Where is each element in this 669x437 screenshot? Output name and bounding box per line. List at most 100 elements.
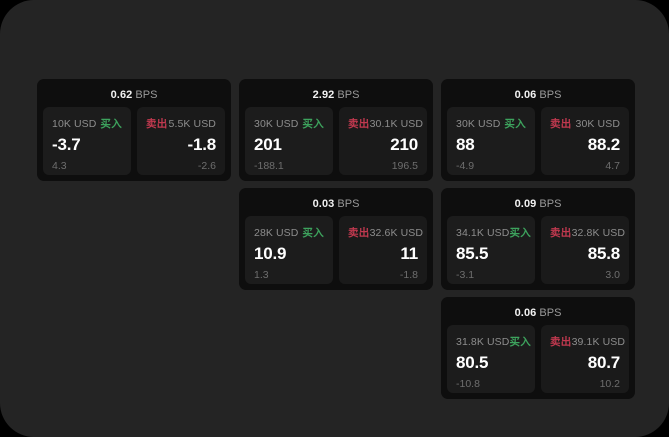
bps-value: 0.06 (514, 307, 537, 319)
buy-price-value: 10.9 (254, 244, 287, 263)
sell-price-value: 88.2 (587, 135, 620, 154)
buy-panel[interactable]: 30K USD 买入 88 -4.9 (447, 107, 535, 175)
sell-size-label: 32.8K USD (571, 227, 626, 239)
sell-side-tag: 卖出 (146, 118, 168, 130)
bps-header: 0.62 BPS (43, 86, 225, 101)
buy-delta-value: 4.3 (52, 160, 67, 172)
panel-pair: 10K USD 买入 -3.7 4.3 卖出 5.5K USD -1.8 -2.6 (43, 107, 225, 175)
buy-side-tag: 买入 (100, 118, 122, 130)
sell-price-value: 85.8 (587, 244, 620, 263)
bps-value: 0.03 (312, 198, 335, 210)
buy-side-tag: 买入 (302, 118, 324, 130)
sell-size-label: 39.1K USD (571, 336, 626, 348)
buy-panel[interactable]: 10K USD 买入 -3.7 4.3 (43, 107, 131, 175)
sell-panel[interactable]: 卖出 5.5K USD -1.8 -2.6 (137, 107, 225, 175)
buy-delta-value: 1.3 (254, 269, 269, 281)
panel-header: 卖出 32.6K USD (348, 225, 423, 239)
spread-card[interactable]: 2.92 BPS 30K USD 买入 201 -188.1 卖出 30.1K USD 210 1… (239, 79, 433, 181)
sell-price-value: -1.8 (187, 135, 217, 154)
buy-price-value: 201 (254, 135, 282, 154)
panel-header: 30K USD 买入 (456, 116, 526, 130)
sell-delta-value: -2.6 (197, 160, 216, 172)
sell-side-tag: 卖出 (348, 227, 370, 239)
bps-unit-label: BPS (337, 198, 360, 210)
bps-header: 2.92 BPS (245, 86, 427, 101)
buy-size-label: 34.1K USD (456, 227, 510, 239)
card-column: 0.62 BPS 10K USD 买入 -3.7 4.3 卖出 5.5K USD -1.8 -2.… (37, 79, 231, 181)
bps-header: 0.03 BPS (245, 195, 427, 210)
sell-delta-value: 3.0 (605, 269, 620, 281)
panel-header: 28K USD 买入 (254, 225, 324, 239)
sell-size-label: 32.6K USD (369, 227, 424, 239)
sell-side-tag: 卖出 (550, 336, 572, 348)
panel-pair: 28K USD 买入 10.9 1.3 卖出 32.6K USD 11 -1.8 (245, 216, 427, 284)
buy-delta-value: -188.1 (254, 160, 284, 172)
sell-panel[interactable]: 卖出 30K USD 88.2 4.7 (541, 107, 629, 175)
panel-header: 卖出 30.1K USD (348, 116, 423, 130)
buy-side-tag: 买入 (509, 336, 532, 348)
buy-price-value: 88 (456, 135, 475, 154)
sell-size-label: 30K USD (575, 118, 620, 130)
panel-header: 卖出 32.8K USD (550, 225, 625, 239)
spread-card-grid: 0.62 BPS 10K USD 买入 -3.7 4.3 卖出 5.5K USD -1.8 -2.… (37, 79, 635, 399)
panel-pair: 30K USD 买入 201 -188.1 卖出 30.1K USD 210 196.5 (245, 107, 427, 175)
buy-panel[interactable]: 31.8K USD 买入 80.5 -10.8 (447, 325, 535, 393)
sell-delta-value: 196.5 (391, 160, 418, 172)
sell-panel[interactable]: 卖出 39.1K USD 80.7 10.2 (541, 325, 629, 393)
spread-card[interactable]: 0.03 BPS 28K USD 买入 10.9 1.3 卖出 32.6K USD 11 -1.8 (239, 188, 433, 290)
buy-price-value: 80.5 (456, 353, 489, 372)
panel-pair: 30K USD 买入 88 -4.9 卖出 30K USD 88.2 4.7 (447, 107, 629, 175)
panel-header: 卖出 39.1K USD (550, 334, 625, 348)
spread-card[interactable]: 0.06 BPS 30K USD 买入 88 -4.9 卖出 30K USD 88.2 4.7 (441, 79, 635, 181)
buy-side-tag: 买入 (504, 118, 526, 130)
bps-unit-label: BPS (539, 198, 562, 210)
bps-unit-label: BPS (539, 307, 562, 319)
card-column: 0.06 BPS 30K USD 买入 88 -4.9 卖出 30K USD 88.2 4.7 0.… (441, 79, 635, 399)
bps-value: 2.92 (312, 89, 335, 101)
spread-card[interactable]: 0.09 BPS 34.1K USD 买入 85.5 -3.1 卖出 32.8K USD 85.… (441, 188, 635, 290)
buy-size-label: 30K USD (456, 118, 501, 130)
sell-panel[interactable]: 卖出 32.6K USD 11 -1.8 (339, 216, 427, 284)
bps-header: 0.06 BPS (447, 86, 629, 101)
panel-header: 卖出 5.5K USD (146, 116, 216, 130)
bps-value: 0.62 (110, 89, 133, 101)
panel-header: 卖出 30K USD (550, 116, 620, 130)
buy-price-value: 85.5 (456, 244, 489, 263)
buy-size-label: 31.8K USD (456, 336, 510, 348)
sell-price-value: 210 (390, 135, 418, 154)
bps-value: 0.06 (514, 89, 537, 101)
bps-value: 0.09 (514, 198, 537, 210)
bps-header: 0.09 BPS (447, 195, 629, 210)
buy-size-label: 28K USD (254, 227, 299, 239)
buy-size-label: 10K USD (52, 118, 97, 130)
bps-unit-label: BPS (539, 89, 562, 101)
panel-header: 31.8K USD 买入 (456, 334, 531, 348)
sell-side-tag: 卖出 (348, 118, 370, 130)
sell-delta-value: 10.2 (599, 378, 620, 390)
buy-delta-value: -3.1 (456, 269, 475, 281)
bps-header: 0.06 BPS (447, 304, 629, 319)
panel-pair: 31.8K USD 买入 80.5 -10.8 卖出 39.1K USD 80.7 10.2 (447, 325, 629, 393)
sell-delta-value: 4.7 (605, 160, 620, 172)
panel-header: 34.1K USD 买入 (456, 225, 531, 239)
buy-panel[interactable]: 34.1K USD 买入 85.5 -3.1 (447, 216, 535, 284)
buy-panel[interactable]: 28K USD 买入 10.9 1.3 (245, 216, 333, 284)
panel-pair: 34.1K USD 买入 85.5 -3.1 卖出 32.8K USD 85.8 3.0 (447, 216, 629, 284)
buy-delta-value: -4.9 (456, 160, 475, 172)
sell-size-label: 30.1K USD (369, 118, 424, 130)
bps-unit-label: BPS (337, 89, 360, 101)
sell-side-tag: 卖出 (550, 227, 572, 239)
spread-card[interactable]: 0.62 BPS 10K USD 买入 -3.7 4.3 卖出 5.5K USD -1.8 -2.… (37, 79, 231, 181)
sell-price-value: 11 (400, 244, 418, 263)
bps-unit-label: BPS (135, 89, 158, 101)
spread-card[interactable]: 0.06 BPS 31.8K USD 买入 80.5 -10.8 卖出 39.1K USD 80… (441, 297, 635, 399)
sell-price-value: 80.7 (587, 353, 620, 372)
buy-delta-value: -10.8 (456, 378, 480, 390)
buy-side-tag: 买入 (509, 227, 532, 239)
buy-panel[interactable]: 30K USD 买入 201 -188.1 (245, 107, 333, 175)
card-column: 2.92 BPS 30K USD 买入 201 -188.1 卖出 30.1K USD 210 1… (239, 79, 433, 290)
sell-panel[interactable]: 卖出 32.8K USD 85.8 3.0 (541, 216, 629, 284)
buy-price-value: -3.7 (52, 135, 81, 154)
sell-panel[interactable]: 卖出 30.1K USD 210 196.5 (339, 107, 427, 175)
